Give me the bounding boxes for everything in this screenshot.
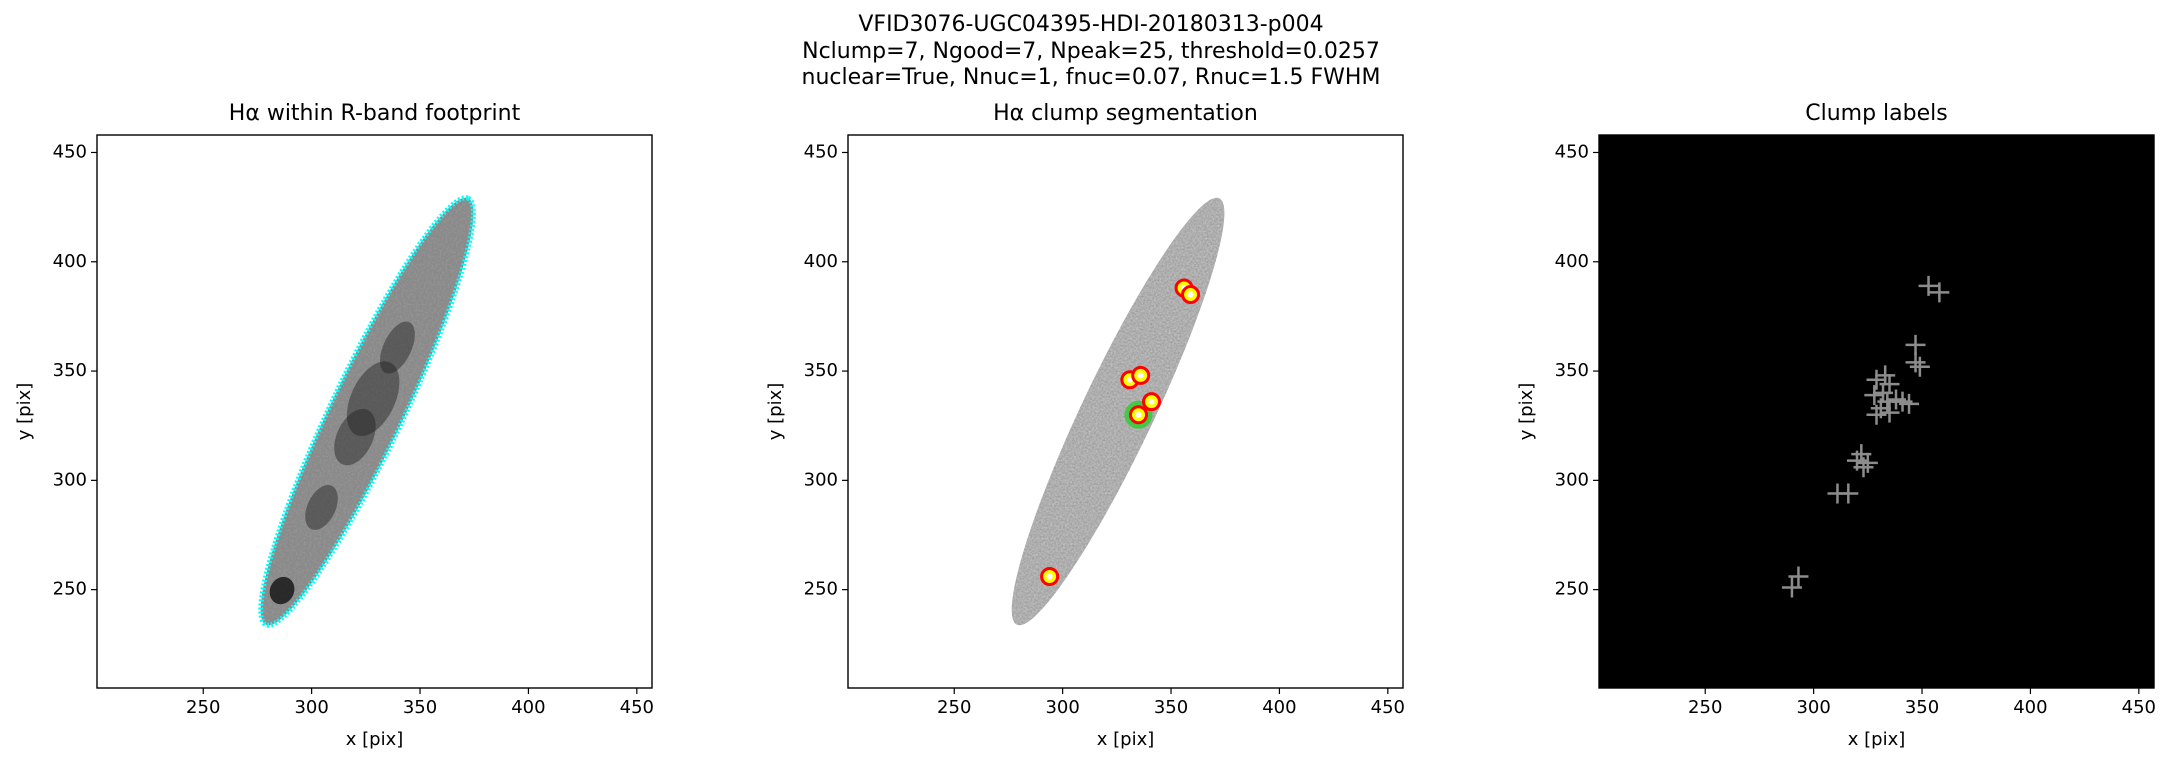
footprint-contour [258,195,476,628]
peak-marker [1918,275,1939,296]
y-tick-label: 450 [53,141,87,162]
x-tick-label: 350 [1905,697,1939,718]
y-tick-label: 250 [53,579,87,600]
y-tick-label: 450 [804,141,838,162]
peak-marker [1866,369,1887,390]
peak-marker [1886,389,1907,410]
x-tick-label: 250 [1688,697,1722,718]
suptitle: VFID3076-UGC04395-HDI-20180313-p004 [858,12,1323,37]
y-tick-label: 350 [804,360,838,381]
y-tick-label: 300 [53,469,87,490]
x-axis-label: x [pix] [1097,729,1155,750]
panel-title: Clump labels [1805,101,1947,126]
y-tick-label: 300 [804,469,838,490]
peak-marker [1838,483,1859,504]
peak-marker [1879,374,1900,395]
y-tick-label: 250 [804,579,838,600]
plot-area [1781,275,1950,598]
peak-marker [1909,356,1930,377]
y-tick-label: 350 [53,360,87,381]
galaxy-knot [346,361,400,437]
x-tick-label: 350 [1154,697,1188,718]
x-tick-label: 400 [511,697,545,718]
clump-center [1137,372,1144,379]
y-tick-label: 250 [1555,579,1589,600]
galaxy-knot [334,408,376,466]
clump-center [1126,376,1133,383]
x-tick-label: 300 [1796,697,1830,718]
x-axis-label: x [pix] [346,729,404,750]
clump-center [1187,291,1194,298]
clump-center [1135,411,1142,418]
panel: 250 300 350 400 450 250 300 350 400 450 Hα clump s… [765,101,1405,750]
y-tick-label: 350 [1555,360,1589,381]
peak-marker [1788,566,1809,587]
x-tick-label: 400 [1262,697,1296,718]
peak-marker [1875,365,1896,386]
galaxy-knot [305,484,338,530]
x-tick-label: 250 [937,697,971,718]
panel: 250 300 350 400 450 250 300 350 400 450 Hα within … [14,101,654,750]
suptitle: nuclear=True, Nnuc=1, fnuc=0.07, Rnuc=1.… [802,65,1381,90]
peak-marker [1929,282,1950,303]
y-tick-label: 450 [1555,141,1589,162]
x-tick-label: 450 [620,697,654,718]
suptitle: Nclump=7, Ngood=7, Npeak=25, threshold=0… [802,39,1380,64]
peak-marker [1905,334,1926,355]
y-tick-label: 300 [1555,469,1589,490]
x-tick-label: 450 [1371,697,1405,718]
galaxy-knot [269,576,295,605]
y-axis-label: y [pix] [765,383,786,441]
clump-center [1148,398,1155,405]
x-tick-label: 450 [2122,697,2156,718]
x-tick-label: 300 [1045,697,1079,718]
y-tick-label: 400 [804,251,838,272]
peak-marker [1866,404,1887,425]
x-tick-label: 300 [294,697,328,718]
peak-marker [1905,352,1926,373]
peak-marker [1864,385,1885,406]
x-tick-label: 400 [2013,697,2047,718]
galaxy-knot [379,321,415,374]
peak-marker [1899,393,1920,414]
x-tick-label: 350 [403,697,437,718]
panel-title: Hα clump segmentation [993,101,1258,126]
clump-center [1046,573,1053,580]
x-axis-label: x [pix] [1848,729,1906,750]
peak-marker [1781,577,1802,598]
peak-marker [1857,452,1878,473]
y-tick-label: 400 [53,251,87,272]
peak-marker [1846,450,1867,471]
axes-frame [96,134,653,689]
y-tick-label: 400 [1555,251,1589,272]
x-tick-label: 250 [186,697,220,718]
y-axis-label: y [pix] [14,383,35,441]
peak-marker [1879,402,1900,423]
y-axis-label: y [pix] [1516,383,1537,441]
panel-title: Hα within R-band footprint [229,101,521,126]
axes-frame [1598,134,2155,689]
panel: 250 300 350 400 450 250 300 350 400 450 Clump labe… [1516,101,2156,750]
axes-frame [847,134,1404,689]
